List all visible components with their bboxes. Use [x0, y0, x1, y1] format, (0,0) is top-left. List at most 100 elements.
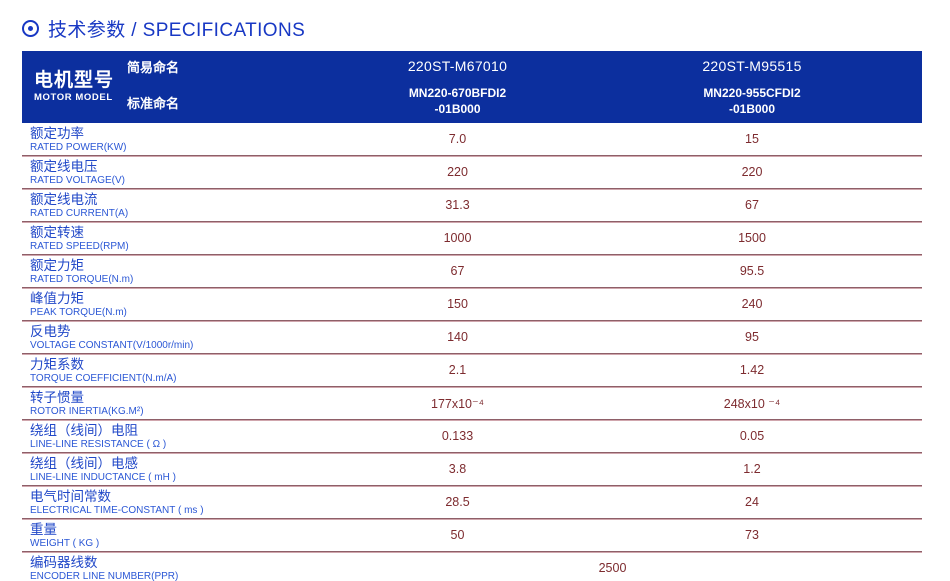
row-label-cn: 额定功率 — [30, 126, 84, 141]
motor-model-label-en: MOTOR MODEL — [34, 92, 113, 104]
row-label: 额定转速 RATED SPEED(RPM) — [22, 222, 303, 254]
value-cell-model-2: 67 — [745, 198, 759, 212]
table-row: 额定线电流 RATED CURRENT(A) 31.3 67 — [22, 189, 922, 222]
table-row: 编码器线数 ENCODER LINE NUMBER(PPR) 2500 — [22, 552, 922, 581]
value-cell-model-1: 3.8 — [448, 462, 467, 476]
table-row: 电气时间常数 ELECTRICAL TIME-CONSTANT ( ms ) 28.… — [22, 486, 922, 519]
section-title-bar: 技术参数 / SPECIFICATIONS — [0, 0, 950, 42]
row-label-en: RATED VOLTAGE(V) — [30, 174, 126, 186]
row-label-cn: 峰值力矩 — [30, 291, 84, 306]
table-row: 绕组（线间）电阻 LINE-LINE RESISTANCE ( Ω ) 0.133 0… — [22, 420, 922, 453]
row-label: 反电势 VOLTAGE CONSTANT(V/1000r/min) — [22, 321, 303, 353]
row-label-cn: 转子惯量 — [30, 390, 84, 405]
table-header: 电机型号 MOTOR MODEL 简易命名 标准命名 220ST-M67010 … — [22, 51, 922, 123]
naming-labels-cell: 简易命名 标准命名 — [127, 51, 303, 123]
row-label-en: RATED POWER(KW) — [30, 141, 127, 153]
row-label-en: LINE-LINE RESISTANCE ( Ω ) — [30, 438, 167, 450]
value-cell-model-2: 1500 — [738, 231, 766, 245]
table-row: 反电势 VOLTAGE CONSTANT(V/1000r/min) 140 95 — [22, 321, 922, 354]
value-cell-model-1: 67 — [450, 264, 465, 278]
standard-model-name-1: MN220-670BFDI2 -01B000 — [408, 86, 507, 116]
row-label: 力矩系数 TORQUE COEFFICIENT(N.m/A) — [22, 354, 303, 386]
value-cell-model-2: 1.42 — [739, 363, 765, 377]
value-cell-spanning: 2500 — [598, 561, 627, 575]
row-label-cn: 反电势 — [30, 324, 71, 339]
row-label-cn: 绕组（线间）电阻 — [30, 423, 138, 438]
value-cell-model-1: 2.1 — [448, 363, 467, 377]
value-cell-model-2: 220 — [741, 165, 763, 179]
table-row: 力矩系数 TORQUE COEFFICIENT(N.m/A) 2.1 1.42 — [22, 354, 922, 387]
row-label-cn: 力矩系数 — [30, 357, 84, 372]
circled-dot-icon — [22, 20, 39, 37]
column-header-model-2: 220ST-M95515 MN220-955CFDI2 -01B000 — [612, 51, 892, 123]
standard-model-name-2: MN220-955CFDI2 -01B000 — [703, 86, 801, 116]
standard-name-label: 标准命名 — [127, 95, 180, 111]
row-label: 额定功率 RATED POWER(KW) — [22, 123, 303, 155]
row-label-cn: 电气时间常数 — [30, 489, 111, 504]
row-label: 编码器线数 ENCODER LINE NUMBER(PPR) — [22, 552, 303, 581]
value-cell-model-1: 140 — [447, 330, 468, 344]
row-label-cn: 绕组（线间）电感 — [30, 456, 138, 471]
value-cell-model-2: 24 — [745, 495, 759, 509]
row-label-en: ENCODER LINE NUMBER(PPR) — [30, 570, 179, 581]
value-cell-model-2: 1.2 — [743, 462, 761, 476]
value-cell-model-2: 73 — [745, 528, 759, 542]
row-label: 电气时间常数 ELECTRICAL TIME-CONSTANT ( ms ) — [22, 486, 303, 518]
table-row: 额定力矩 RATED TORQUE(N.m) 67 95.5 — [22, 255, 922, 288]
motor-model-label-cn: 电机型号 — [34, 69, 115, 91]
row-label-en: PEAK TORQUE(N.m) — [30, 306, 127, 318]
row-label: 额定线电流 RATED CURRENT(A) — [22, 189, 303, 221]
table-row: 额定功率 RATED POWER(KW) 7.0 15 — [22, 123, 922, 156]
value-cell-model-1: 28.5 — [445, 495, 470, 509]
value-cell-model-1: 0.133 — [441, 429, 474, 443]
value-cell-model-2: 95 — [745, 330, 759, 344]
row-label: 峰值力矩 PEAK TORQUE(N.m) — [22, 288, 303, 320]
table-row: 重量 WEIGHT ( KG ) 50 73 — [22, 519, 922, 552]
row-label-cn: 编码器线数 — [30, 555, 98, 570]
row-label-en: TORQUE COEFFICIENT(N.m/A) — [30, 372, 177, 384]
row-label: 额定线电压 RATED VOLTAGE(V) — [22, 156, 303, 188]
row-label-cn: 额定转速 — [30, 225, 84, 240]
motor-model-cell: 电机型号 MOTOR MODEL — [22, 51, 127, 123]
value-cell-model-2: 15 — [745, 132, 759, 146]
table-row: 峰值力矩 PEAK TORQUE(N.m) 150 240 — [22, 288, 922, 321]
row-label-en: RATED SPEED(RPM) — [30, 240, 129, 252]
simple-model-name-1: 220ST-M67010 — [407, 58, 508, 74]
row-label-cn: 额定线电流 — [30, 192, 98, 207]
row-label-en: ELECTRICAL TIME-CONSTANT ( ms ) — [30, 504, 204, 516]
page-title: 技术参数 / SPECIFICATIONS — [48, 20, 306, 41]
row-label-en: RATED CURRENT(A) — [30, 207, 129, 219]
value-cell-model-1: 50 — [450, 528, 465, 542]
table-row: 绕组（线间）电感 LINE-LINE INDUCTANCE ( mH ) 3.8 1.… — [22, 453, 922, 486]
row-label-en: ROTOR INERTIA(KG.M²) — [30, 405, 144, 417]
simple-name-label: 简易命名 — [127, 59, 180, 75]
row-label: 绕组（线间）电感 LINE-LINE INDUCTANCE ( mH ) — [22, 453, 303, 485]
value-cell-model-1: 177x10⁻⁴ — [431, 396, 484, 411]
value-cell-model-2: 95.5 — [739, 264, 765, 278]
row-label-en: VOLTAGE CONSTANT(V/1000r/min) — [30, 339, 194, 351]
value-cell-model-1: 220 — [447, 165, 468, 179]
row-label-cn: 额定线电压 — [30, 159, 98, 174]
row-label-en: LINE-LINE INDUCTANCE ( mH ) — [30, 471, 176, 483]
row-label-cn: 重量 — [30, 522, 57, 537]
table-row: 转子惯量 ROTOR INERTIA(KG.M²) 177x10⁻⁴ 248x10 ⁻… — [22, 387, 922, 420]
row-label-cn: 额定力矩 — [30, 258, 84, 273]
value-cell-model-2: 0.05 — [739, 429, 765, 443]
row-label-en: RATED TORQUE(N.m) — [30, 273, 134, 285]
table-body: 额定功率 RATED POWER(KW) 7.0 15 额定线电压 RATED VOLTA… — [22, 123, 922, 581]
row-label-en: WEIGHT ( KG ) — [30, 537, 100, 549]
simple-model-name-2: 220ST-M95515 — [702, 58, 802, 74]
value-cell-model-1: 1000 — [443, 231, 472, 245]
value-cell-model-1: 150 — [447, 297, 468, 311]
row-label: 额定力矩 RATED TORQUE(N.m) — [22, 255, 303, 287]
row-label: 绕组（线间）电阻 LINE-LINE RESISTANCE ( Ω ) — [22, 420, 303, 452]
row-label: 重量 WEIGHT ( KG ) — [22, 519, 303, 551]
column-header-model-1: 220ST-M67010 MN220-670BFDI2 -01B000 — [303, 51, 612, 123]
value-cell-model-2: 248x10 ⁻⁴ — [723, 396, 781, 411]
row-label: 转子惯量 ROTOR INERTIA(KG.M²) — [22, 387, 303, 419]
value-cell-model-1: 31.3 — [445, 198, 470, 212]
specifications-table: 电机型号 MOTOR MODEL 简易命名 标准命名 220ST-M67010 … — [22, 51, 922, 581]
table-row: 额定转速 RATED SPEED(RPM) 1000 1500 — [22, 222, 922, 255]
value-cell-model-2: 240 — [741, 297, 763, 311]
